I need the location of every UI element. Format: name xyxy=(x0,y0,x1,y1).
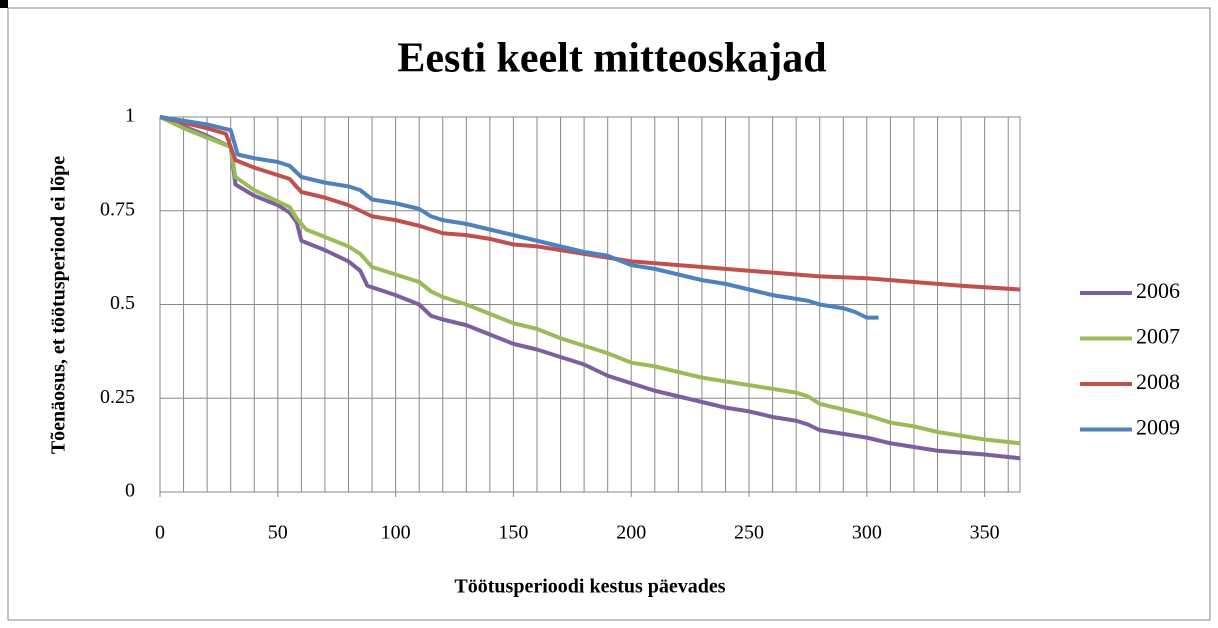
legend-label: 2008 xyxy=(1136,369,1180,394)
x-tick-label: 150 xyxy=(498,522,528,544)
line-series xyxy=(159,115,1021,446)
x-tick-label: 200 xyxy=(616,522,646,544)
y-tick-label: 0 xyxy=(125,480,135,502)
x-tick-label: 250 xyxy=(734,522,764,544)
selection-handle xyxy=(0,0,8,8)
y-axis-label: Tõenäosus, et töötusperiood ei lõpe xyxy=(48,156,70,454)
y-tick-label: 0.5 xyxy=(110,292,135,314)
line-series xyxy=(159,115,879,320)
y-tick-label: 0.75 xyxy=(100,198,135,220)
x-tick-label: 100 xyxy=(381,522,411,544)
y-tick-label: 0.25 xyxy=(100,386,135,408)
x-tick-label: 350 xyxy=(970,522,1000,544)
x-tick-label: 0 xyxy=(155,522,165,544)
x-axis-label: Töötusperioodi kestus päevades xyxy=(454,576,725,598)
line-series xyxy=(159,115,1021,292)
line-series xyxy=(159,115,1021,461)
y-tick-label: 1 xyxy=(125,105,135,127)
x-tick-label: 50 xyxy=(268,522,288,544)
x-tick-label: 300 xyxy=(852,522,882,544)
chart-title: Eesti keelt mitteoskajad xyxy=(397,36,826,82)
legend-label: 2007 xyxy=(1136,324,1180,349)
legend-label: 2006 xyxy=(1136,278,1180,303)
legend-label: 2009 xyxy=(1136,415,1180,440)
